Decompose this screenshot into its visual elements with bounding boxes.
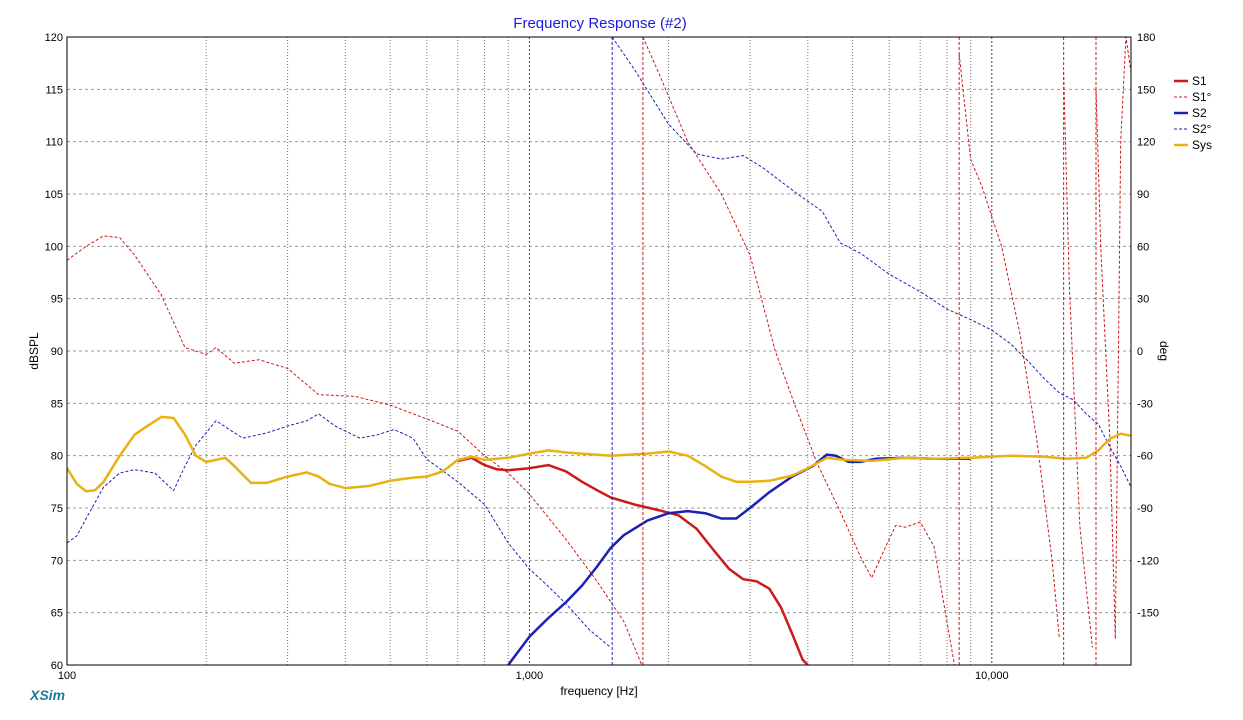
- y-tick-label: 75: [51, 503, 63, 515]
- y2-tick-label: -90: [1137, 503, 1153, 515]
- y-tick-label: 95: [51, 294, 63, 306]
- y2-tick-label: 30: [1137, 294, 1149, 306]
- y-tick-label: 60: [51, 660, 63, 672]
- y2-tick-label: 90: [1137, 189, 1149, 201]
- y-axis-label: dBSPL: [27, 332, 41, 370]
- y2-tick-label: -30: [1137, 398, 1153, 410]
- series-line-s2: [507, 453, 971, 665]
- series-line-s1: [457, 456, 809, 665]
- series-line-sys: [67, 415, 1131, 493]
- y-tick-label: 110: [45, 137, 63, 149]
- x-tick-label: 10,000: [975, 670, 1009, 682]
- y-tick-label: 120: [45, 32, 63, 44]
- y-tick-label: 105: [45, 189, 63, 201]
- y-tick-label: 85: [51, 398, 63, 410]
- y2-tick-label: 60: [1137, 241, 1149, 253]
- xsim-brand-label: XSim: [29, 687, 65, 703]
- y2-tick-label: -60: [1137, 451, 1153, 463]
- legend-label: S1°: [1192, 90, 1212, 104]
- grid: [67, 37, 1131, 665]
- y-axis-ticks: 60 65 70 75 80 85 90 95 100 105 110 115 120: [45, 32, 63, 672]
- y2-tick-label: 180: [1137, 32, 1155, 44]
- x-tick-label: 100: [58, 670, 76, 682]
- y-tick-label: 115: [45, 84, 63, 96]
- legend-label: S2: [1192, 106, 1207, 120]
- y2-axis-ticks: -150 -120 -90 -60 -30 0 30 60 90 120 150 180: [1137, 32, 1159, 620]
- y2-tick-label: 120: [1137, 137, 1155, 149]
- series-line-s2-phase: [67, 37, 1131, 648]
- series-group: [67, 37, 1131, 665]
- y-tick-label: 90: [51, 346, 63, 358]
- y2-tick-label: -120: [1137, 555, 1159, 567]
- x-axis-ticks: 100 1,000 10,000: [58, 670, 1009, 682]
- series-line-s1-phase: [67, 37, 1131, 665]
- x-tick-label: 1,000: [516, 670, 544, 682]
- plot-frame: [66, 36, 1132, 666]
- y2-axis-label: deg: [1157, 341, 1171, 361]
- y-tick-label: 65: [51, 608, 63, 620]
- x-axis-label: frequency [Hz]: [560, 684, 637, 698]
- y2-tick-label: -150: [1137, 608, 1159, 620]
- legend: S1 S1° S2 S2° Sys: [1174, 74, 1212, 152]
- y-tick-label: 70: [51, 555, 63, 567]
- legend-label: S2°: [1192, 122, 1212, 136]
- chart-title: Frequency Response (#2): [513, 15, 686, 32]
- y2-tick-label: 0: [1137, 346, 1143, 358]
- y-tick-label: 100: [45, 241, 63, 253]
- legend-label: Sys: [1192, 138, 1212, 152]
- y2-tick-label: 150: [1137, 84, 1155, 96]
- y-tick-label: 80: [51, 451, 63, 463]
- legend-label: S1: [1192, 74, 1207, 88]
